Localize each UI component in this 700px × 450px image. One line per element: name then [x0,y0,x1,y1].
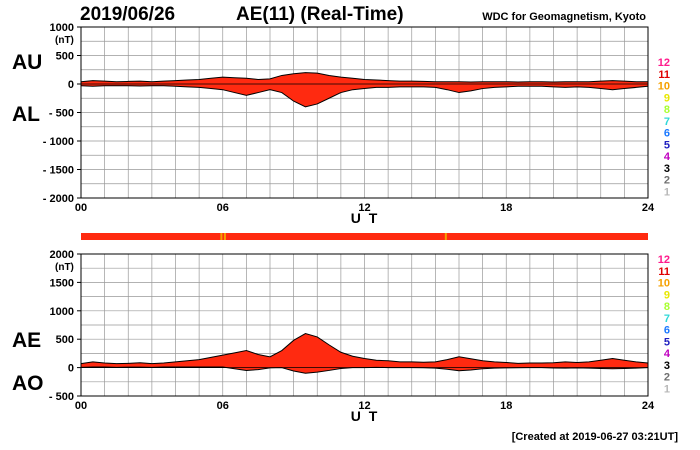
station-count-4: 4 [664,348,671,360]
coverage-gaps [220,233,447,240]
x-tick-label: 00 [75,400,87,412]
x-axis-label: U T [351,408,380,424]
station-count-1: 1 [664,383,670,395]
au-al-panel: 1000 500 0 - 500 - 1000 - 1500 - 2000 (nT) 00 06 1… [43,22,655,226]
ao-label: AO [12,372,44,395]
station-count-3: 3 [664,360,670,372]
series-au-line [80,72,648,83]
x-tick-label: 24 [642,400,655,412]
al-label: AL [12,103,40,126]
chart-date: 2019/06/26 [80,4,176,25]
series-al-line [80,85,649,108]
x-tick-label: 00 [75,202,87,214]
y-tick-label: - 500 [49,108,74,120]
y-axis-unit: (nT) [55,35,74,46]
y-tick-label: 2000 [50,249,74,261]
series-ae-line [80,332,649,365]
plot-frame [80,253,649,397]
y-tick-label: 1000 [50,306,74,318]
station-count-2: 2 [664,175,670,187]
station-count-7: 7 [664,116,670,128]
y-tick-label: - 2000 [43,193,74,205]
station-count-7: 7 [664,313,670,325]
x-tick-label: 18 [500,202,512,214]
station-count-10: 10 [658,81,670,93]
station-count-8: 8 [664,301,670,313]
coverage-gap-0 [220,233,223,240]
data-source: WDC for Geomagnetism, Kyoto [482,11,646,23]
y-tick-label: - 1000 [43,136,74,148]
created-timestamp: [Created at 2019-06-27 03:21UT] [511,431,678,443]
x-tick-label: 18 [500,400,512,412]
ae-ao-panel: 2000 1500 1000 500 0 - 500 (nT) 00 06 12 18 24 U T [49,249,655,424]
station-count-10: 10 [658,278,670,290]
x-tick-label: 12 [358,202,370,214]
station-count-12: 12 [658,254,670,266]
x-tick-label: 06 [217,400,229,412]
station-count-11: 11 [658,266,670,278]
station-count-8: 8 [664,104,670,116]
data-coverage-bar [81,233,648,240]
y-tick-label: 500 [56,334,74,346]
station-count-3: 3 [664,163,670,175]
station-count-12: 12 [658,57,670,69]
y-tick-label: 0 [68,79,74,91]
station-count-2: 2 [664,372,670,384]
coverage-gap-2 [444,233,447,240]
y-tick-label: 1500 [50,277,74,289]
station-count-9: 9 [664,289,670,301]
ae-label: AE [12,329,42,352]
y-tick-label: - 1500 [43,165,74,177]
station-count-6: 6 [664,325,670,337]
band-fill [81,72,648,107]
x-tick-label: 06 [217,202,229,214]
y-tick-label: 1000 [50,22,74,34]
au-label: AU [12,51,43,74]
x-axis-label: U T [351,210,380,226]
y-tick-label: 500 [56,51,74,63]
station-count-6: 6 [664,128,670,140]
band-fill [81,333,648,374]
y-axis-unit: (nT) [55,262,74,273]
station-count-1: 1 [664,186,670,198]
station-count-9: 9 [664,92,670,104]
x-tick-label: 24 [642,202,655,214]
y-tick-label: 0 [68,363,74,375]
station-count-4: 4 [664,151,671,163]
station-count-5: 5 [664,139,670,151]
chart-title: AE(11) (Real-Time) [236,4,404,25]
station-count-5: 5 [664,336,670,348]
station-count-11: 11 [658,69,670,81]
y-tick-label: - 500 [49,391,74,403]
coverage-gap-1 [223,233,226,240]
x-tick-label: 12 [358,400,370,412]
